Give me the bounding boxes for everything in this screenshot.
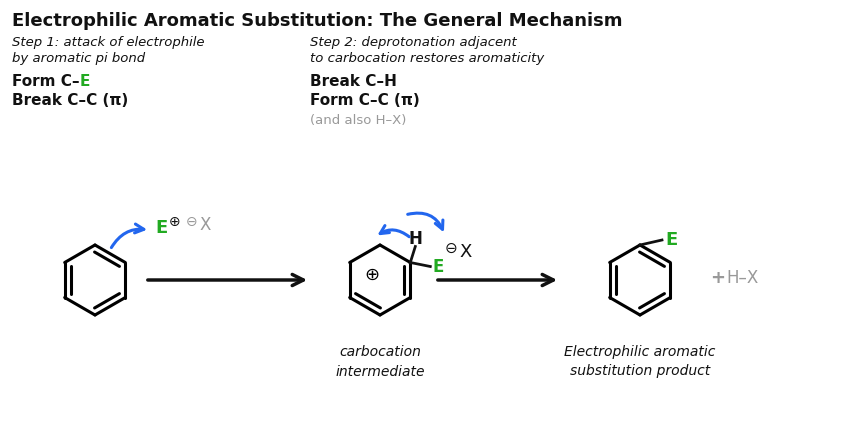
Text: E: E bbox=[80, 74, 90, 89]
Text: ⊕: ⊕ bbox=[365, 266, 379, 284]
Text: H–X: H–X bbox=[726, 269, 759, 287]
Text: Step 1: attack of electrophile: Step 1: attack of electrophile bbox=[12, 36, 205, 49]
Text: ⊖: ⊖ bbox=[186, 215, 198, 229]
Text: Break C–H: Break C–H bbox=[310, 74, 396, 89]
Text: H: H bbox=[408, 230, 422, 249]
Text: X: X bbox=[459, 243, 471, 261]
Text: E: E bbox=[155, 219, 167, 237]
Text: Form C–C (π): Form C–C (π) bbox=[310, 93, 420, 108]
Text: Electrophilic Aromatic Substitution: The General Mechanism: Electrophilic Aromatic Substitution: The… bbox=[12, 12, 623, 30]
Text: X: X bbox=[200, 216, 212, 234]
Text: Electrophilic aromatic
substitution product: Electrophilic aromatic substitution prod… bbox=[564, 345, 716, 378]
Text: +: + bbox=[710, 269, 725, 287]
Text: to carbocation restores aromaticity: to carbocation restores aromaticity bbox=[310, 52, 544, 65]
Text: Step 2: deprotonation adjacent: Step 2: deprotonation adjacent bbox=[310, 36, 517, 49]
Text: E: E bbox=[433, 257, 444, 276]
Text: ⊕: ⊕ bbox=[169, 215, 181, 229]
Text: (and also H–X): (and also H–X) bbox=[310, 114, 407, 127]
Text: carbocation
intermediate: carbocation intermediate bbox=[335, 345, 425, 378]
Text: Form C–: Form C– bbox=[12, 74, 80, 89]
Text: Break C–C (π): Break C–C (π) bbox=[12, 93, 128, 108]
Text: ⊖: ⊖ bbox=[445, 240, 458, 256]
Text: E: E bbox=[665, 231, 678, 249]
Text: by aromatic pi bond: by aromatic pi bond bbox=[12, 52, 145, 65]
